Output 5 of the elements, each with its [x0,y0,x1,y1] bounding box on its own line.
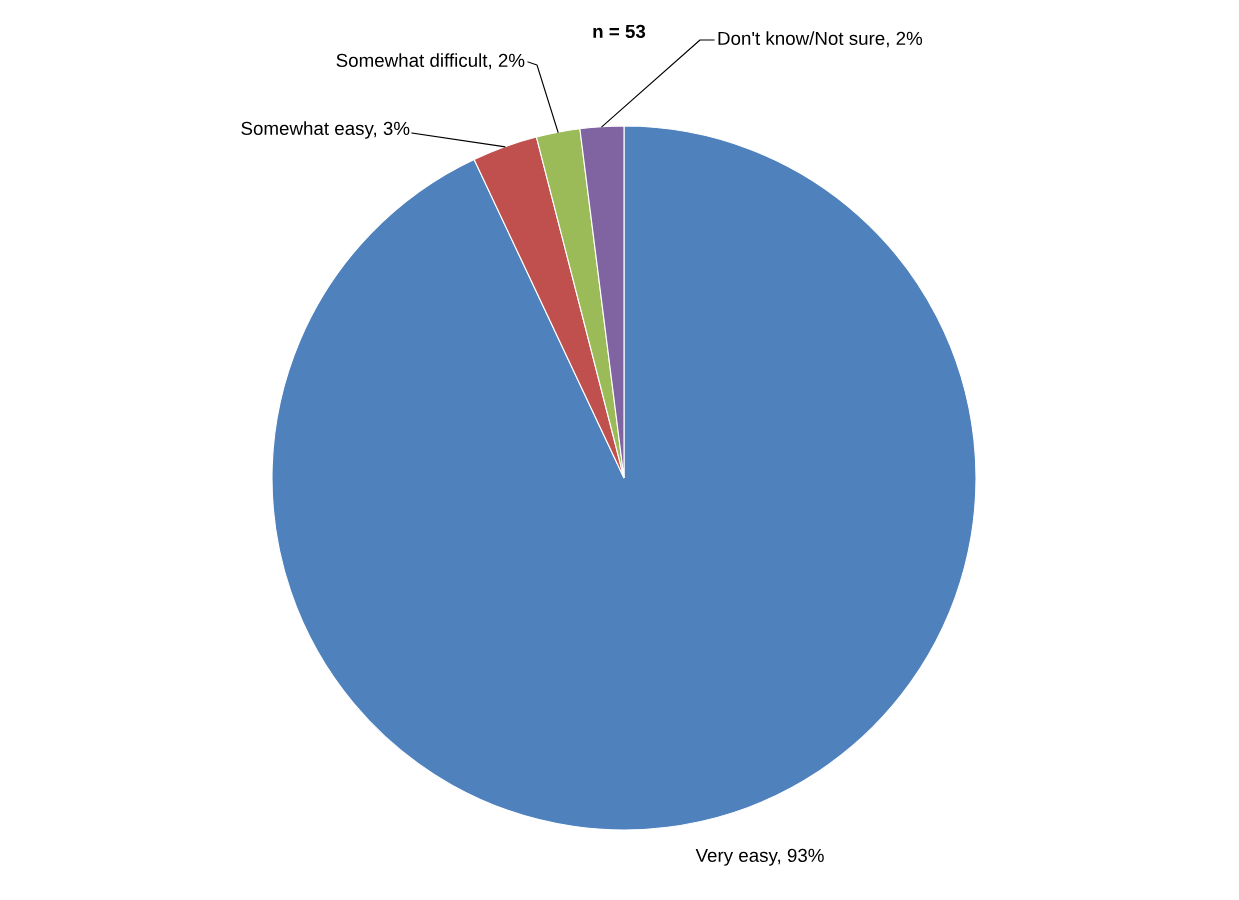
slice-label: Very easy, 93% [695,848,824,866]
slice-label: Somewhat easy, 3% [241,121,410,139]
chart-title: n = 53 [593,24,646,39]
slice-label: Somewhat difficult, 2% [336,53,525,70]
slice-label: Don't know/Not sure, 2% [718,31,923,48]
